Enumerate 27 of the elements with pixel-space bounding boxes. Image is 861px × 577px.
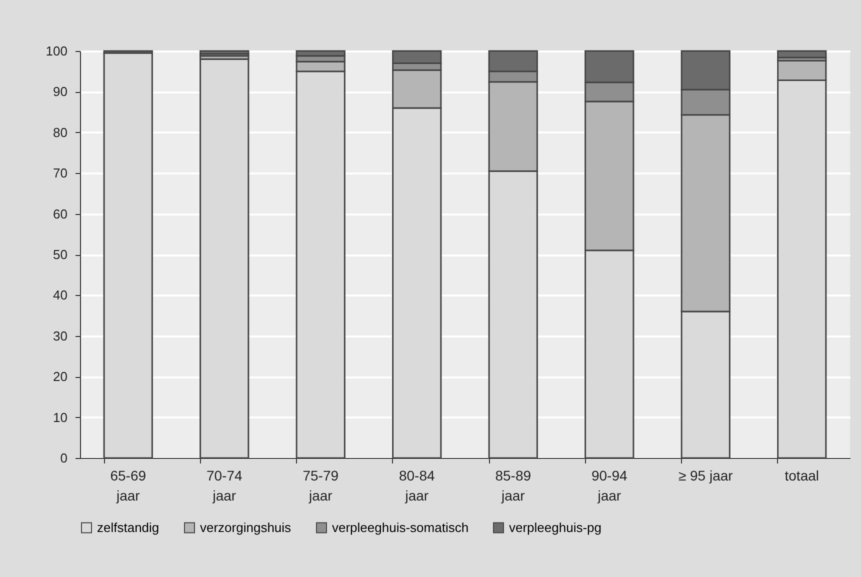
bar — [200, 58, 250, 459]
y-tick-label: 80 — [53, 124, 68, 140]
x-tick-label: 80-84 jaar — [398, 468, 435, 504]
bar — [200, 50, 250, 55]
y-tick-label: 30 — [53, 328, 68, 344]
y-tick-label: 90 — [53, 84, 68, 100]
x-tick-label: 65-69 jaar — [110, 468, 146, 504]
y-tick-label: 20 — [53, 369, 68, 384]
y-tick-label: 10 — [53, 410, 68, 425]
x-tick-label: 90-94 jaar — [591, 468, 628, 504]
legend-label: verpleeghuis-pg — [509, 520, 602, 535]
y-tick-label: 100 — [46, 44, 68, 58]
x-tick-label: ≥ 95 jaar — [678, 468, 734, 484]
x-tick-label: 85-89 jaar — [495, 468, 532, 504]
y-tick-label: 0 — [60, 450, 68, 466]
x-tick-label: 75-79 jaar — [302, 468, 339, 504]
x-tick-label: totaal — [784, 468, 819, 484]
y-tick-label: 60 — [53, 206, 68, 222]
bar — [777, 50, 827, 58]
y-tick-label: 40 — [53, 288, 68, 303]
legend-label: verzorgingshuis — [200, 520, 292, 535]
bar — [103, 52, 153, 459]
legend-label: zelfstandig — [97, 520, 160, 535]
y-tick-label: 50 — [53, 247, 68, 262]
x-tick-label: 70-74 jaar — [206, 468, 242, 504]
legend-label: verpleeghuis-somatisch — [332, 520, 469, 535]
y-tick-label: 70 — [53, 166, 68, 181]
